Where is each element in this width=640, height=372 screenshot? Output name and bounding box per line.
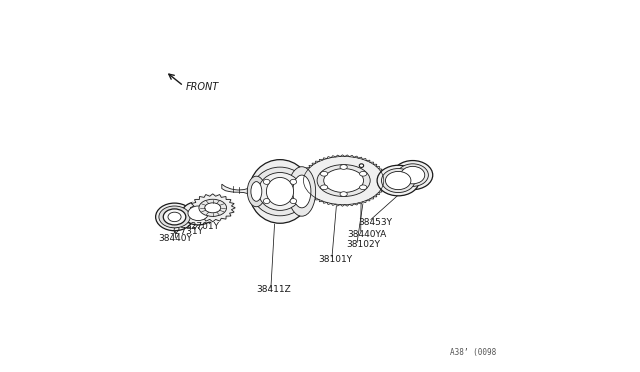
Text: 32701Y: 32701Y <box>186 221 220 231</box>
Ellipse shape <box>397 164 428 186</box>
Ellipse shape <box>168 212 181 222</box>
Ellipse shape <box>385 171 411 190</box>
Text: A38’ (0098: A38’ (0098 <box>450 348 496 357</box>
Ellipse shape <box>377 165 419 196</box>
Ellipse shape <box>199 199 227 217</box>
Text: 38453Y: 38453Y <box>358 218 392 227</box>
Polygon shape <box>222 184 269 196</box>
Ellipse shape <box>252 167 308 216</box>
Ellipse shape <box>317 165 370 196</box>
Text: 38411Z: 38411Z <box>257 285 291 294</box>
Polygon shape <box>190 194 236 222</box>
Ellipse shape <box>205 203 221 213</box>
Text: 38101Y: 38101Y <box>318 255 352 264</box>
Ellipse shape <box>188 206 209 221</box>
Ellipse shape <box>163 209 186 225</box>
Ellipse shape <box>290 179 297 185</box>
Ellipse shape <box>156 203 193 231</box>
Ellipse shape <box>321 185 328 190</box>
Ellipse shape <box>340 192 348 196</box>
Ellipse shape <box>251 182 262 201</box>
Polygon shape <box>301 155 387 206</box>
Ellipse shape <box>401 166 425 184</box>
Text: 38440YA: 38440YA <box>348 230 387 238</box>
Ellipse shape <box>324 169 364 192</box>
Text: 32731Y: 32731Y <box>169 227 203 236</box>
Ellipse shape <box>249 160 311 223</box>
Ellipse shape <box>360 171 367 176</box>
Ellipse shape <box>340 165 348 169</box>
Text: 38102Y: 38102Y <box>346 240 380 249</box>
Text: 38440Y: 38440Y <box>158 234 192 243</box>
Ellipse shape <box>190 194 236 222</box>
Ellipse shape <box>359 164 364 167</box>
Ellipse shape <box>290 199 297 203</box>
Ellipse shape <box>288 167 316 216</box>
Ellipse shape <box>321 171 328 176</box>
Ellipse shape <box>182 202 214 225</box>
Ellipse shape <box>263 199 270 203</box>
Ellipse shape <box>159 206 190 228</box>
Ellipse shape <box>360 185 367 190</box>
Ellipse shape <box>393 161 433 190</box>
Ellipse shape <box>292 175 311 208</box>
Ellipse shape <box>247 176 266 207</box>
Ellipse shape <box>266 177 294 205</box>
Ellipse shape <box>263 179 270 185</box>
Ellipse shape <box>381 169 415 193</box>
Ellipse shape <box>301 155 387 206</box>
Text: FRONT: FRONT <box>186 82 220 92</box>
Ellipse shape <box>259 173 301 211</box>
